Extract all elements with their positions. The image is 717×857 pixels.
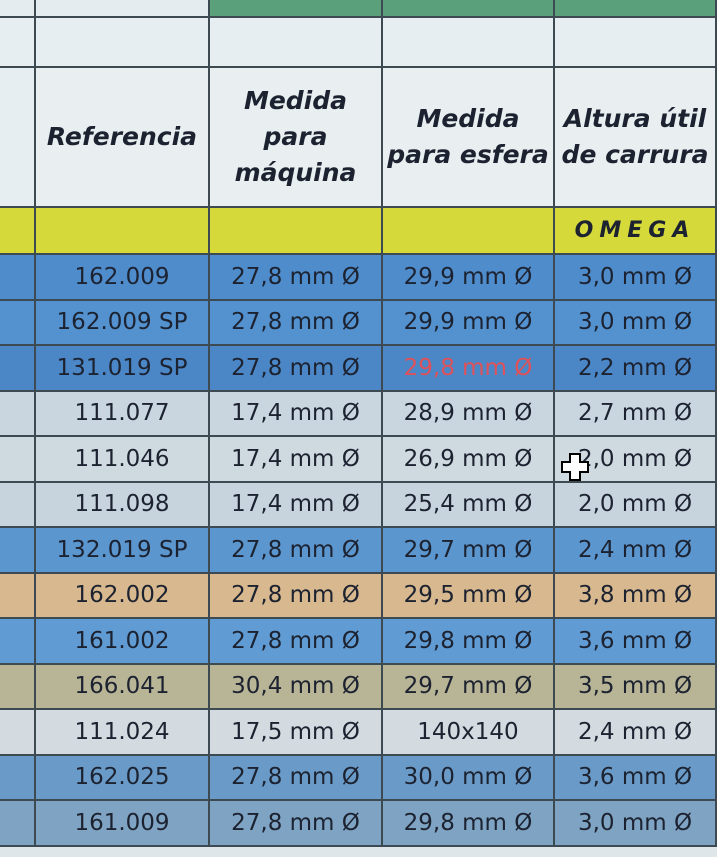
table-cell: 25,4 mm Ø bbox=[383, 482, 555, 528]
row-stub bbox=[0, 255, 36, 301]
empty-cell bbox=[383, 18, 555, 68]
row-stub bbox=[0, 710, 36, 756]
table-cell: 162.009 bbox=[36, 255, 210, 301]
table-cell: 162.025 bbox=[36, 755, 210, 801]
table-cell: 27,8 mm Ø bbox=[210, 300, 383, 346]
row-stub bbox=[0, 482, 36, 528]
table-cell: 161.009 bbox=[36, 801, 210, 847]
table-cell: 2,4 mm Ø bbox=[555, 528, 717, 574]
column-header: Medida para esfera bbox=[383, 68, 555, 208]
table-cell: 27,8 mm Ø bbox=[210, 619, 383, 665]
table-cell: 29,5 mm Ø bbox=[383, 573, 555, 619]
table-cell: 29,8 mm Ø bbox=[383, 619, 555, 665]
table-cell: 3,0 mm Ø bbox=[555, 801, 717, 847]
section-label: OMEGA bbox=[555, 208, 717, 255]
table-cell: 30,0 mm Ø bbox=[383, 755, 555, 801]
table-cell: 29,7 mm Ø bbox=[383, 528, 555, 574]
table-cell: 162.002 bbox=[36, 573, 210, 619]
table-cell: 111.098 bbox=[36, 482, 210, 528]
table-cell: 161.002 bbox=[36, 619, 210, 665]
table-cell: 27,8 mm Ø bbox=[210, 255, 383, 301]
table-cell: 2,7 mm Ø bbox=[555, 391, 717, 437]
row-stub bbox=[0, 664, 36, 710]
table-cell: 111.024 bbox=[36, 710, 210, 756]
section-cell bbox=[383, 208, 555, 255]
table-cell: 166.041 bbox=[36, 664, 210, 710]
table-cell: 111.046 bbox=[36, 437, 210, 483]
table-cell: 17,4 mm Ø bbox=[210, 437, 383, 483]
table-cell: 29,7 mm Ø bbox=[383, 664, 555, 710]
table-cell: 3,0 mm Ø bbox=[555, 255, 717, 301]
row-stub bbox=[0, 528, 36, 574]
table-cell: 26,9 mm Ø bbox=[383, 437, 555, 483]
table-cell: 27,8 mm Ø bbox=[210, 755, 383, 801]
empty-cell bbox=[210, 0, 383, 18]
empty-cell bbox=[36, 18, 210, 68]
row-stub bbox=[0, 801, 36, 847]
table-cell: 140x140 bbox=[383, 710, 555, 756]
table-cell: 3,8 mm Ø bbox=[555, 573, 717, 619]
table-cell: 29,9 mm Ø bbox=[383, 300, 555, 346]
empty-cell bbox=[0, 18, 36, 68]
table-cell: 131.019 SP bbox=[36, 346, 210, 392]
table-cell: 3,5 mm Ø bbox=[555, 664, 717, 710]
table-cell: 27,8 mm Ø bbox=[210, 346, 383, 392]
empty-cell bbox=[0, 0, 36, 18]
cursor-icon bbox=[561, 453, 589, 481]
section-cell bbox=[0, 208, 36, 255]
empty-cell bbox=[383, 0, 555, 18]
row-stub bbox=[0, 300, 36, 346]
row-stub bbox=[0, 755, 36, 801]
table-cell: 29,8 mm Ø bbox=[383, 801, 555, 847]
empty-cell bbox=[36, 0, 210, 18]
table-cell: 2,0 mm Ø bbox=[555, 482, 717, 528]
column-header: Medida para máquina bbox=[210, 68, 383, 208]
table-cell: 111.077 bbox=[36, 391, 210, 437]
row-stub bbox=[0, 573, 36, 619]
column-header: Altura útil de carrura bbox=[555, 68, 717, 208]
table-cell: 29,9 mm Ø bbox=[383, 255, 555, 301]
table-cell: 27,8 mm Ø bbox=[210, 573, 383, 619]
section-cell bbox=[36, 208, 210, 255]
table-cell: 28,9 mm Ø bbox=[383, 391, 555, 437]
column-header: Referencia bbox=[36, 68, 210, 208]
table-cell: 29,8 mm Ø bbox=[383, 346, 555, 392]
table-cell: 132.019 SP bbox=[36, 528, 210, 574]
row-stub bbox=[0, 437, 36, 483]
table-cell: 30,4 mm Ø bbox=[210, 664, 383, 710]
table-cell: 27,8 mm Ø bbox=[210, 528, 383, 574]
table-cell: 2,4 mm Ø bbox=[555, 710, 717, 756]
empty-cell bbox=[555, 0, 717, 18]
section-cell bbox=[210, 208, 383, 255]
empty-cell bbox=[555, 18, 717, 68]
table-cell: 3,6 mm Ø bbox=[555, 619, 717, 665]
table-cell: 2,2 mm Ø bbox=[555, 346, 717, 392]
row-stub bbox=[0, 391, 36, 437]
table-cell: 3,0 mm Ø bbox=[555, 300, 717, 346]
table-cell: 2,0 mm Ø bbox=[555, 437, 717, 483]
table-cell: 17,4 mm Ø bbox=[210, 391, 383, 437]
empty-cell bbox=[0, 68, 36, 208]
table-cell: 3,6 mm Ø bbox=[555, 755, 717, 801]
row-stub bbox=[0, 346, 36, 392]
row-stub bbox=[0, 619, 36, 665]
table-cell: 17,4 mm Ø bbox=[210, 482, 383, 528]
table-cell: 162.009 SP bbox=[36, 300, 210, 346]
table-cell: 27,8 mm Ø bbox=[210, 801, 383, 847]
empty-cell bbox=[210, 18, 383, 68]
table-cell: 17,5 mm Ø bbox=[210, 710, 383, 756]
